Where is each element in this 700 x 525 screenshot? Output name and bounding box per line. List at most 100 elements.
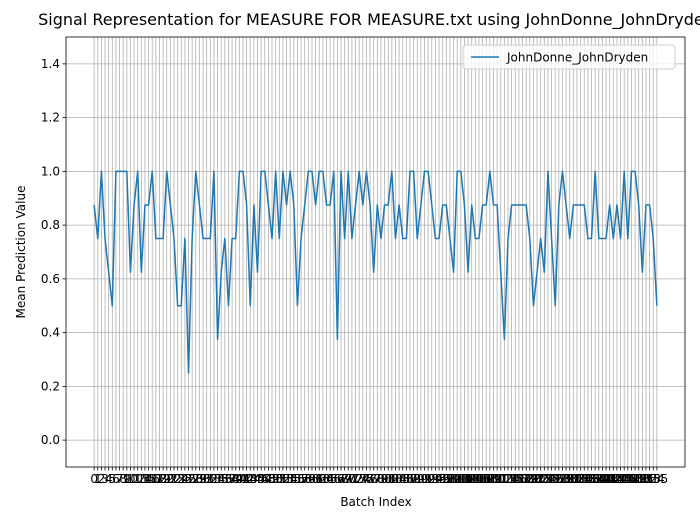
x-tick-label: 76 [362, 472, 377, 486]
x-tick-label: 57 [293, 472, 308, 486]
x-tick-label: 128 [547, 472, 570, 486]
x-tick-label: 56 [290, 472, 305, 486]
x-tick-label: 33 [206, 472, 221, 486]
x-tick-label: 102 [453, 472, 476, 486]
x-tick-label: 104 [460, 472, 483, 486]
x-tick-label: 65 [322, 472, 337, 486]
x-tick-label: 87 [402, 472, 417, 486]
y-tick-label: 0.2 [41, 379, 60, 393]
x-tick-label: 29 [192, 472, 207, 486]
x-tick-label: 54 [283, 472, 298, 486]
x-tick-label: 73 [352, 472, 367, 486]
x-tick-label: 10 [123, 472, 138, 486]
x-tick-label: 136 [576, 472, 599, 486]
x-tick-label: 7 [116, 472, 124, 486]
data-line [93, 170, 658, 374]
x-tick-label: 63 [315, 472, 330, 486]
legend-label: JohnDonne_JohnDryden [506, 51, 648, 65]
x-tick-label: 39 [228, 472, 243, 486]
x-tick-label: 140 [591, 472, 614, 486]
x-tick-label: 117 [507, 472, 530, 486]
x-tick-label: 114 [497, 472, 520, 486]
x-tick-label: 82 [384, 472, 399, 486]
y-tick-label: 0.4 [41, 326, 60, 340]
x-tick-label: 12 [130, 472, 145, 486]
x-tick-label: 150 [627, 472, 650, 486]
x-tick-label: 97 [439, 472, 454, 486]
x-tick-label: 84 [391, 472, 406, 486]
x-tick-label: 122 [526, 472, 549, 486]
x-tick-label: 43 [243, 472, 258, 486]
x-tick-label: 77 [366, 472, 381, 486]
x-tick-label: 11 [126, 472, 141, 486]
x-tick-label: 91 [417, 472, 432, 486]
x-tick-label: 94 [428, 472, 443, 486]
x-tick-label: 45 [250, 472, 265, 486]
x-axis-label: Batch Index [340, 495, 411, 509]
x-tick-label: 40 [232, 472, 247, 486]
x-tick-label: 132 [562, 472, 585, 486]
x-tick-label: 64 [319, 472, 334, 486]
x-tick-label: 22 [166, 472, 181, 486]
x-tick-label: 67 [330, 472, 345, 486]
x-tick-label: 83 [388, 472, 403, 486]
x-tick-label: 105 [464, 472, 487, 486]
x-tick-label: 143 [602, 472, 625, 486]
x-tick-label: 70 [341, 472, 356, 486]
x-tick-label: 92 [421, 472, 436, 486]
x-tick-label: 17 [148, 472, 163, 486]
x-tick-label: 151 [631, 472, 654, 486]
x-tick-label: 80 [377, 472, 392, 486]
x-tick-label: 152 [635, 472, 658, 486]
y-tick-label: 1.0 [41, 164, 60, 178]
x-tick-label: 35 [214, 472, 229, 486]
x-tick-label: 28 [188, 472, 203, 486]
chart-title: Signal Representation for MEASURE FOR ME… [38, 10, 700, 30]
x-tick-label: 126 [540, 472, 563, 486]
x-tick-label: 21 [163, 472, 178, 486]
x-tick-label: 5 [108, 472, 116, 486]
x-tick-label: 55 [286, 472, 301, 486]
x-tick-label: 51 [272, 472, 287, 486]
x-tick-label: 100 [446, 472, 469, 486]
x-tick-label: 133 [566, 472, 589, 486]
x-tick-label: 41 [235, 472, 250, 486]
x-tick-label: 69 [337, 472, 352, 486]
x-tick-label: 116 [504, 472, 527, 486]
x-tick-label: 19 [155, 472, 170, 486]
y-tick-label: 0.6 [41, 272, 60, 286]
x-tick-label: 36 [217, 472, 232, 486]
x-tick-label: 131 [558, 472, 581, 486]
x-tick-label: 78 [370, 472, 385, 486]
x-tick-label: 16 [145, 472, 160, 486]
x-tick-label: 48 [261, 472, 276, 486]
x-tick-label: 119 [515, 472, 538, 486]
x-tick-label: 103 [457, 472, 480, 486]
x-tick-label: 27 [185, 472, 200, 486]
x-tick-label: 137 [580, 472, 603, 486]
x-tick-label: 53 [279, 472, 294, 486]
x-tick-label: 155 [645, 472, 668, 486]
x-tick-label: 145 [609, 472, 632, 486]
x-tick-label: 66 [326, 472, 341, 486]
x-tick-label: 149 [624, 472, 647, 486]
x-tick-label: 99 [446, 472, 461, 486]
x-tick-label: 38 [224, 472, 239, 486]
y-tick-label: 1.4 [41, 57, 60, 71]
x-tick-label: 4 [105, 472, 113, 486]
x-tick-label: 129 [551, 472, 574, 486]
x-tick-label: 24 [174, 472, 189, 486]
x-tick-label: 130 [555, 472, 578, 486]
x-tick-label: 34 [210, 472, 225, 486]
x-tick-label: 68 [333, 472, 348, 486]
x-tick-label: 141 [595, 472, 618, 486]
x-tick-label: 44 [246, 472, 261, 486]
x-tick-label: 115 [500, 472, 523, 486]
x-tick-label: 85 [395, 472, 410, 486]
x-tick-label: 90 [413, 472, 428, 486]
x-tick-label: 127 [544, 472, 567, 486]
x-tick-label: 106 [468, 472, 491, 486]
x-tick-label: 108 [475, 472, 498, 486]
